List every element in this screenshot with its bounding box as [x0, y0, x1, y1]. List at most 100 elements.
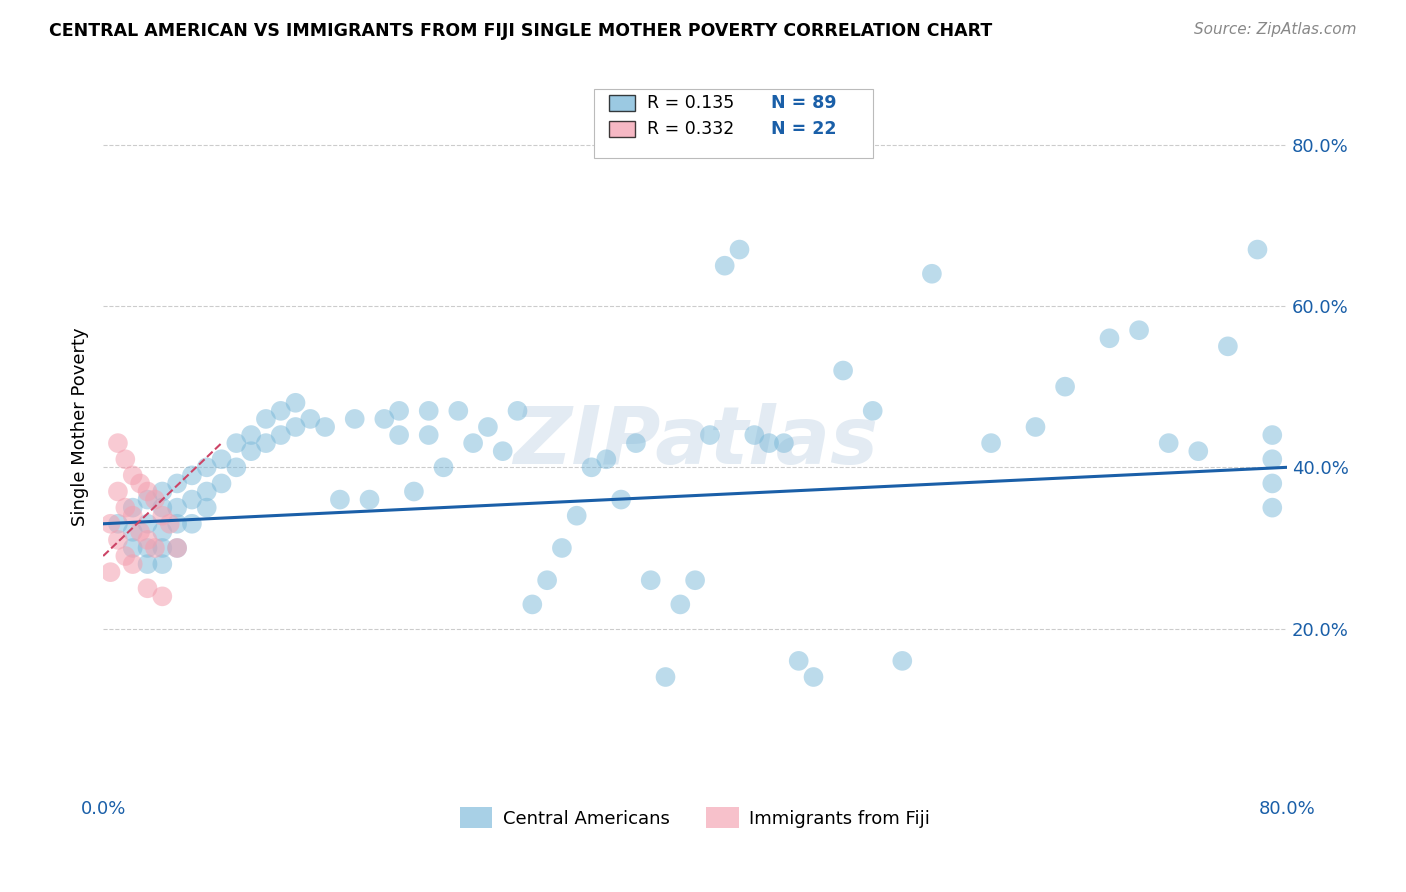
Point — [195, 460, 218, 475]
Point — [581, 460, 603, 475]
Text: Source: ZipAtlas.com: Source: ZipAtlas.com — [1194, 22, 1357, 37]
Point — [624, 436, 647, 450]
Point — [803, 670, 825, 684]
Point — [181, 492, 204, 507]
Point — [388, 428, 411, 442]
Point — [211, 452, 233, 467]
Point — [284, 420, 307, 434]
Point — [551, 541, 574, 555]
Point — [136, 533, 159, 547]
Point — [121, 524, 143, 539]
Point — [742, 428, 765, 442]
Point — [166, 516, 188, 531]
Point — [329, 492, 352, 507]
Point — [195, 500, 218, 515]
Point — [832, 363, 855, 377]
Point — [1054, 379, 1077, 393]
Point — [432, 460, 454, 475]
Point — [181, 516, 204, 531]
Point — [100, 516, 122, 531]
Point — [100, 565, 122, 579]
Point — [121, 468, 143, 483]
Point — [1246, 243, 1268, 257]
Point — [166, 541, 188, 555]
Point — [107, 533, 129, 547]
Text: ZIPatlas: ZIPatlas — [513, 402, 877, 481]
Point — [388, 404, 411, 418]
Point — [728, 243, 751, 257]
FancyBboxPatch shape — [609, 120, 634, 136]
Point — [240, 428, 263, 442]
Point — [565, 508, 588, 523]
Point — [477, 420, 499, 434]
Point — [121, 508, 143, 523]
Point — [447, 404, 470, 418]
Point — [159, 516, 181, 531]
Point — [402, 484, 425, 499]
Point — [136, 484, 159, 499]
Point — [150, 500, 173, 515]
Point — [891, 654, 914, 668]
Point — [143, 541, 166, 555]
Point — [150, 484, 173, 499]
Point — [1128, 323, 1150, 337]
Point — [1261, 500, 1284, 515]
Point — [610, 492, 633, 507]
Point — [359, 492, 381, 507]
Point — [758, 436, 780, 450]
Point — [284, 396, 307, 410]
Point — [787, 654, 810, 668]
Point — [143, 492, 166, 507]
Point — [1261, 428, 1284, 442]
Point — [418, 428, 440, 442]
Point — [461, 436, 484, 450]
Text: R = 0.332: R = 0.332 — [647, 120, 734, 137]
Point — [195, 484, 218, 499]
Text: N = 89: N = 89 — [770, 95, 837, 112]
Point — [699, 428, 721, 442]
Point — [1261, 476, 1284, 491]
Point — [129, 524, 152, 539]
Point — [270, 404, 292, 418]
Legend: Central Americans, Immigrants from Fiji: Central Americans, Immigrants from Fiji — [453, 800, 938, 835]
Point — [225, 460, 247, 475]
Point — [980, 436, 1002, 450]
Point — [506, 404, 529, 418]
Point — [1216, 339, 1239, 353]
Point — [166, 541, 188, 555]
Point — [107, 516, 129, 531]
Point — [536, 573, 558, 587]
Point — [166, 500, 188, 515]
Point — [114, 452, 136, 467]
Point — [654, 670, 676, 684]
Point — [136, 582, 159, 596]
Point — [136, 492, 159, 507]
Point — [150, 508, 173, 523]
Text: N = 22: N = 22 — [770, 120, 837, 137]
Point — [150, 524, 173, 539]
Point — [121, 500, 143, 515]
Point — [1187, 444, 1209, 458]
Point — [683, 573, 706, 587]
Point — [225, 436, 247, 450]
Point — [522, 598, 544, 612]
Point — [254, 436, 277, 450]
Point — [240, 444, 263, 458]
Text: CENTRAL AMERICAN VS IMMIGRANTS FROM FIJI SINGLE MOTHER POVERTY CORRELATION CHART: CENTRAL AMERICAN VS IMMIGRANTS FROM FIJI… — [49, 22, 993, 40]
Point — [492, 444, 515, 458]
Point — [1261, 452, 1284, 467]
Point — [121, 541, 143, 555]
Point — [136, 541, 159, 555]
Point — [1098, 331, 1121, 345]
Point — [121, 557, 143, 571]
Point — [136, 516, 159, 531]
Point — [211, 476, 233, 491]
Point — [150, 557, 173, 571]
FancyBboxPatch shape — [609, 95, 634, 112]
Point — [314, 420, 336, 434]
Point — [166, 476, 188, 491]
Point — [299, 412, 322, 426]
Point — [1024, 420, 1046, 434]
Text: R = 0.135: R = 0.135 — [647, 95, 734, 112]
Point — [921, 267, 943, 281]
